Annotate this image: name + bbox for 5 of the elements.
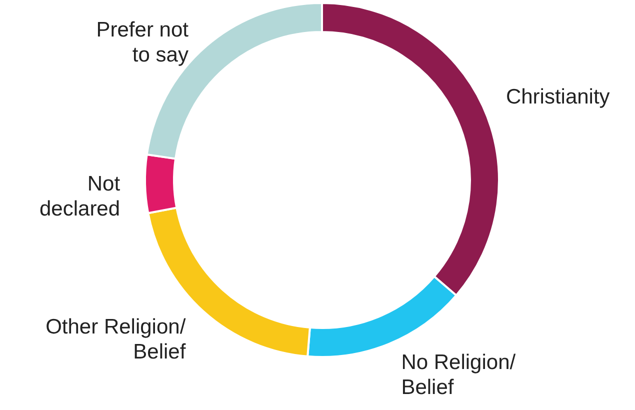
slice-label: Christianity — [506, 85, 610, 108]
slice-label: Other Religion/ Belief — [46, 315, 186, 364]
slice-label: No Religion/ Belief — [401, 351, 516, 400]
slice-label: Not declared — [39, 172, 120, 220]
slice-label: Prefer not to say — [96, 18, 189, 66]
